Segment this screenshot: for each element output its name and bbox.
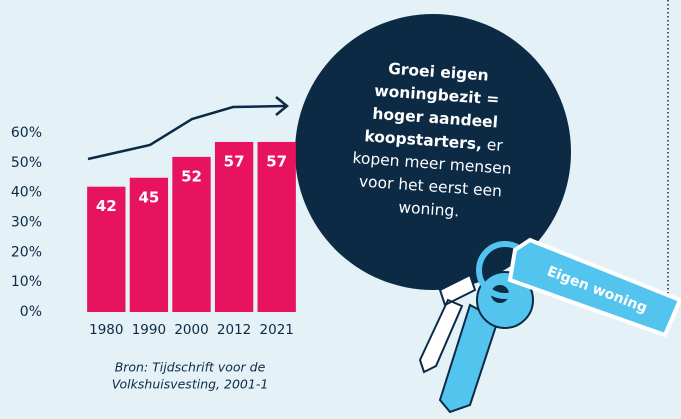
bar: [257, 141, 296, 312]
bar: [214, 141, 254, 312]
trend-line: [87, 104, 286, 161]
trend-arrow: [275, 96, 289, 116]
y-tick-label: 40%: [11, 185, 42, 201]
value-label: 57: [224, 152, 245, 170]
x-tick-label: 1980: [89, 322, 123, 338]
x-tick-label: 2012: [217, 322, 251, 338]
value-label: 52: [181, 167, 202, 185]
y-tick-label: 50%: [11, 155, 42, 171]
y-tick-label: 20%: [11, 244, 42, 260]
x-tick-label: 1990: [132, 322, 166, 338]
y-tick-label: 60%: [11, 125, 42, 141]
value-label: 57: [266, 152, 287, 170]
keys-icon: [418, 237, 681, 414]
y-tick-label: 0%: [20, 304, 42, 320]
source: Bron: Tijdschrift voor de: [115, 360, 266, 375]
y-tick-label: 10%: [11, 274, 42, 290]
bubble-line: woning.: [398, 198, 460, 220]
value-label: 45: [138, 188, 159, 206]
y-tick-label: 30%: [11, 215, 42, 231]
bubble-normal: er: [486, 135, 504, 154]
source: Volkshuisvesting, 2001-1: [112, 377, 269, 392]
bar: [172, 156, 211, 312]
bar: [129, 177, 169, 312]
bar: [87, 186, 126, 312]
value-label: 42: [96, 197, 117, 215]
x-tick-label: 2000: [174, 322, 208, 338]
bubble: [295, 14, 571, 290]
x-tick-label: 2021: [260, 322, 294, 338]
